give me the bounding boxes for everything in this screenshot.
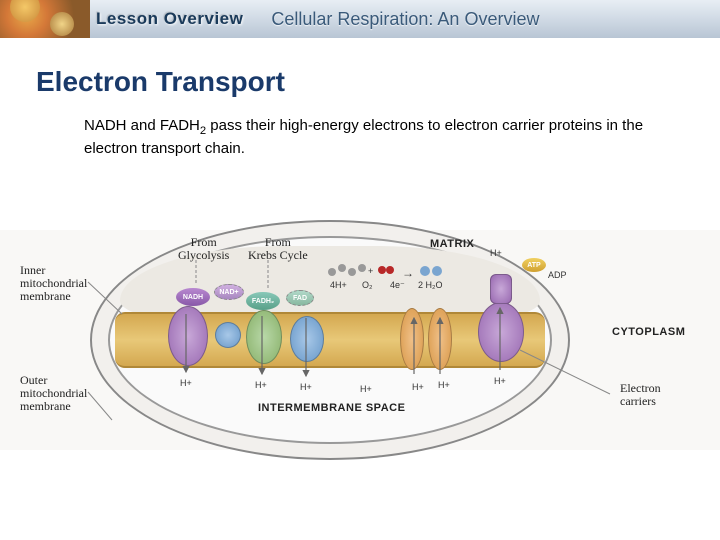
fad-molecule: FAD [286, 290, 314, 306]
intermembrane-label: INTERMEMBRANE SPACE [258, 402, 405, 414]
particle [328, 268, 336, 276]
section-heading: Electron Transport [36, 66, 684, 98]
h-plus-ims-3: H+ [300, 382, 312, 392]
outer-membrane-label: Outer mitochondrial membrane [20, 374, 87, 414]
label-2h2o: 2 H₂O [418, 280, 443, 290]
particle [348, 268, 356, 276]
matrix-label: MATRIX [430, 238, 474, 250]
carrier-channel-1 [400, 308, 424, 370]
particle-o2 [386, 266, 394, 274]
particle [358, 264, 366, 272]
arrow-icon: → [402, 266, 414, 280]
fadh2-molecule: FADH₂ [246, 292, 280, 310]
label-4e: 4e⁻ [390, 280, 405, 291]
particle-h2o [432, 266, 442, 276]
h-plus-ims-6: H+ [438, 380, 450, 390]
particle-h2o [420, 266, 430, 276]
h-plus-ims-1: H+ [180, 378, 192, 388]
label-o2: O₂ [362, 280, 373, 290]
body-pre: NADH and FADH [84, 117, 200, 134]
lesson-title: Cellular Respiration: An Overview [271, 9, 539, 30]
mitochondrion-diagram: NADH NAD+ FADH₂ FAD ATP 4H+ O₂ 4e⁻ 2 H₂O… [0, 230, 720, 450]
atp-molecule: ATP [522, 258, 546, 272]
label-4h: 4H+ [330, 280, 347, 290]
h-plus-ims-2: H+ [255, 380, 267, 390]
particle [338, 264, 346, 272]
electron-carriers-label: Electron carriers [620, 382, 661, 408]
atp-synthase-base [478, 302, 524, 362]
inner-membrane-label: Inner mitochondrial membrane [20, 264, 87, 304]
from-glycolysis-label: From Glycolysis [178, 236, 229, 262]
h-plus-ims-7: H+ [494, 376, 506, 386]
carrier-q [215, 322, 241, 348]
nadh-molecule: NADH [176, 288, 210, 306]
cytoplasm-label: CYTOPLASM [612, 326, 685, 338]
from-krebs-label: From Krebs Cycle [248, 236, 308, 262]
header-accent-image [0, 0, 90, 38]
slide-header: Lesson Overview Cellular Respiration: An… [0, 0, 720, 38]
carrier-complex-1 [168, 306, 208, 366]
nad-molecule: NAD+ [214, 284, 244, 300]
adp-label: ADP [548, 270, 567, 280]
h-plus-matrix: H+ [490, 248, 502, 258]
h-plus-ims-4: H+ [360, 384, 372, 394]
h-plus-ims-5: H+ [412, 382, 424, 392]
carrier-complex-2 [246, 310, 282, 364]
atp-synthase-stalk [490, 274, 512, 304]
body-text: NADH and FADH2 pass their high-energy el… [84, 116, 644, 159]
particle-o2 [378, 266, 386, 274]
slide-content: Electron Transport NADH and FADH2 pass t… [0, 38, 720, 159]
carrier-channel-2 [428, 308, 452, 370]
lesson-overview-label: Lesson Overview [96, 9, 243, 29]
carrier-complex-3 [290, 316, 324, 362]
plus-sign: + [368, 266, 373, 276]
